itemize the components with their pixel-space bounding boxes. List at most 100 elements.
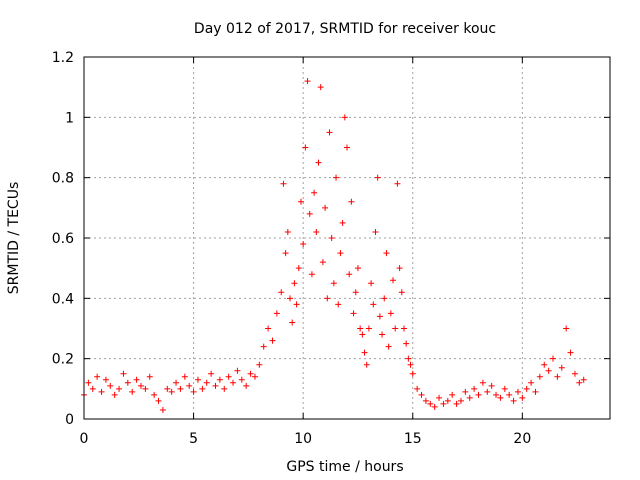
data-point bbox=[164, 385, 171, 392]
data-point bbox=[506, 391, 513, 398]
data-point bbox=[409, 370, 416, 377]
data-point bbox=[173, 379, 180, 386]
chart-title: Day 012 of 2017, SRMTID for receiver kou… bbox=[194, 21, 496, 37]
data-point bbox=[471, 385, 478, 392]
data-point bbox=[519, 394, 526, 401]
data-point bbox=[431, 403, 438, 410]
data-point bbox=[493, 391, 500, 398]
data-point bbox=[280, 180, 287, 187]
data-point bbox=[146, 373, 153, 380]
y-tick-label: 0.4 bbox=[52, 291, 74, 307]
data-point bbox=[403, 340, 410, 347]
data-point bbox=[221, 385, 228, 392]
data-point bbox=[532, 388, 539, 395]
data-point bbox=[333, 174, 340, 181]
data-point bbox=[186, 382, 193, 389]
data-point bbox=[293, 301, 300, 308]
data-point bbox=[390, 277, 397, 284]
data-point bbox=[407, 361, 414, 368]
y-tick-label: 0.6 bbox=[52, 231, 74, 247]
data-point bbox=[414, 385, 421, 392]
y-tick-label: 0.2 bbox=[52, 352, 74, 368]
data-point bbox=[372, 228, 379, 235]
data-point bbox=[208, 370, 215, 377]
data-point bbox=[440, 400, 447, 407]
data-point bbox=[484, 388, 491, 395]
data-point bbox=[341, 114, 348, 121]
data-point bbox=[273, 310, 280, 317]
data-point bbox=[265, 325, 272, 332]
data-point bbox=[247, 370, 254, 377]
data-point bbox=[436, 394, 443, 401]
data-point bbox=[427, 400, 434, 407]
data-point bbox=[199, 385, 206, 392]
data-point bbox=[269, 337, 276, 344]
data-point bbox=[457, 397, 464, 404]
data-point bbox=[379, 331, 386, 338]
data-point bbox=[330, 280, 337, 287]
data-point bbox=[111, 391, 118, 398]
data-point bbox=[528, 379, 535, 386]
data-point bbox=[394, 180, 401, 187]
data-point bbox=[514, 388, 521, 395]
data-point bbox=[102, 376, 109, 383]
data-point bbox=[370, 301, 377, 308]
data-point bbox=[449, 391, 456, 398]
series-srmtid bbox=[81, 78, 587, 413]
data-point bbox=[168, 388, 175, 395]
data-point bbox=[368, 280, 375, 287]
plot-frame bbox=[83, 56, 611, 420]
data-point bbox=[212, 382, 219, 389]
data-point bbox=[278, 289, 285, 296]
data-point bbox=[398, 289, 405, 296]
y-tick-label: 0 bbox=[65, 412, 74, 428]
x-tick-label: 10 bbox=[294, 431, 312, 447]
data-point bbox=[297, 198, 304, 205]
data-point bbox=[306, 210, 313, 217]
axes: 0 0.2 0.4 0.6 0.8 1 1.2 0 5 10 15 20 bbox=[52, 50, 610, 447]
data-point bbox=[387, 310, 394, 317]
data-point bbox=[444, 397, 451, 404]
data-point bbox=[348, 198, 355, 205]
data-point bbox=[422, 397, 429, 404]
data-point bbox=[159, 406, 166, 413]
data-point bbox=[558, 364, 565, 371]
data-point bbox=[346, 271, 353, 278]
data-point bbox=[571, 370, 578, 377]
data-point bbox=[107, 382, 114, 389]
data-point bbox=[580, 376, 587, 383]
data-point bbox=[302, 144, 309, 151]
data-point bbox=[133, 376, 140, 383]
data-point bbox=[550, 355, 557, 362]
data-point bbox=[284, 228, 291, 235]
data-point bbox=[335, 301, 342, 308]
data-point bbox=[181, 373, 188, 380]
data-point bbox=[567, 349, 574, 356]
data-point bbox=[177, 385, 184, 392]
data-point bbox=[381, 295, 388, 302]
data-point bbox=[462, 388, 469, 395]
data-point bbox=[576, 379, 583, 386]
x-tick-label: 20 bbox=[513, 431, 531, 447]
data-point bbox=[475, 391, 482, 398]
data-point bbox=[376, 313, 383, 320]
data-point bbox=[216, 376, 223, 383]
data-point bbox=[466, 394, 473, 401]
x-axis-label: GPS time / hours bbox=[286, 459, 403, 475]
data-point bbox=[354, 265, 361, 272]
data-point bbox=[383, 250, 390, 257]
data-point bbox=[155, 397, 162, 404]
x-tick-label: 5 bbox=[189, 431, 198, 447]
data-point bbox=[510, 397, 517, 404]
data-point bbox=[300, 241, 307, 248]
data-point bbox=[324, 295, 331, 302]
data-point bbox=[400, 325, 407, 332]
data-point bbox=[365, 325, 372, 332]
data-point bbox=[315, 159, 322, 166]
data-point bbox=[289, 319, 296, 326]
y-tick-label: 0.8 bbox=[52, 171, 74, 187]
data-point bbox=[554, 373, 561, 380]
data-point bbox=[313, 228, 320, 235]
data-point bbox=[536, 373, 543, 380]
